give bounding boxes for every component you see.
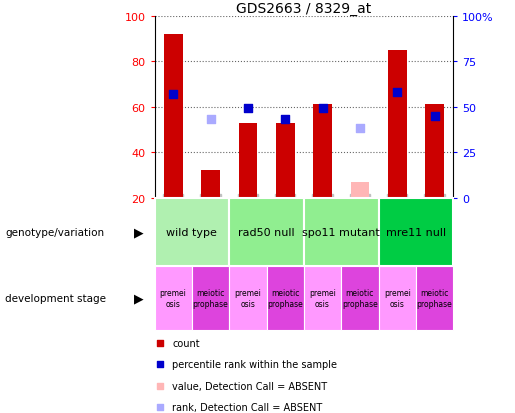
Bar — [192, 266, 229, 330]
Text: mre11 null: mre11 null — [386, 227, 446, 237]
Bar — [388, 50, 406, 198]
Text: rad50 null: rad50 null — [238, 227, 295, 237]
Bar — [425, 105, 444, 198]
Bar — [154, 198, 229, 266]
Text: meiotic
prophase: meiotic prophase — [342, 289, 377, 308]
Point — [354, 121, 362, 127]
Text: meiotic
prophase: meiotic prophase — [417, 289, 452, 308]
Bar — [238, 123, 257, 198]
Text: meiotic
prophase: meiotic prophase — [193, 289, 228, 308]
Point — [207, 117, 215, 123]
Bar — [304, 266, 341, 330]
Bar — [351, 183, 369, 198]
Text: genotype/variation: genotype/variation — [5, 227, 104, 237]
Bar — [229, 198, 304, 266]
Bar — [379, 198, 453, 266]
Text: count: count — [173, 338, 200, 348]
Text: wild type: wild type — [166, 227, 217, 237]
Text: meiotic
prophase: meiotic prophase — [267, 289, 303, 308]
Point — [244, 106, 252, 112]
Text: value, Detection Call = ABSENT: value, Detection Call = ABSENT — [173, 381, 328, 391]
Bar — [201, 171, 220, 198]
Point — [354, 316, 362, 323]
Bar — [267, 266, 304, 330]
Text: premei
osis: premei osis — [160, 289, 186, 308]
Text: premei
osis: premei osis — [234, 289, 261, 308]
Bar — [154, 266, 192, 330]
Text: percentile rank within the sample: percentile rank within the sample — [173, 359, 337, 369]
Point — [169, 91, 177, 98]
Point — [431, 113, 439, 120]
Bar — [229, 266, 267, 330]
Bar — [304, 198, 379, 266]
Text: premei
osis: premei osis — [384, 289, 410, 308]
Point — [281, 117, 289, 123]
Text: rank, Detection Call = ABSENT: rank, Detection Call = ABSENT — [173, 402, 323, 412]
Bar — [164, 35, 182, 198]
Bar — [416, 266, 453, 330]
Text: spo11 mutant: spo11 mutant — [302, 227, 380, 237]
Point — [356, 126, 364, 133]
Text: ▶: ▶ — [134, 292, 144, 305]
Bar — [276, 123, 295, 198]
Bar — [313, 105, 332, 198]
Point — [393, 90, 401, 96]
Title: GDS2663 / 8329_at: GDS2663 / 8329_at — [236, 2, 371, 16]
Point — [318, 106, 327, 112]
Bar — [379, 266, 416, 330]
Text: ▶: ▶ — [134, 226, 144, 239]
Text: development stage: development stage — [5, 293, 106, 304]
Bar — [341, 266, 379, 330]
Text: premei
osis: premei osis — [309, 289, 336, 308]
